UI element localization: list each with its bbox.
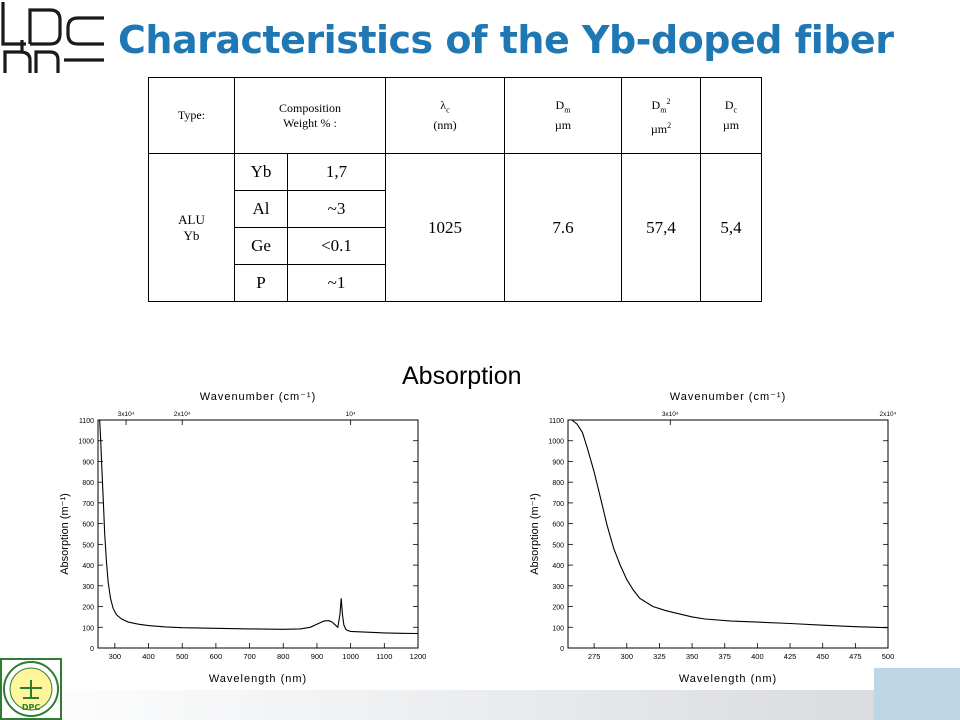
mode-area-value: 57,4 bbox=[621, 153, 701, 302]
x-tick-label: 500 bbox=[176, 652, 189, 661]
y-tick-label: 600 bbox=[552, 522, 564, 529]
header-composition: Composition Weight % : bbox=[234, 77, 386, 154]
fiber-spec-table: Type: Composition Weight % : λc (nm) Dm µm … bbox=[148, 77, 762, 302]
top-axis-label: Wavenumber (cm⁻¹) bbox=[670, 391, 787, 403]
top-tick-label: 2x10⁴ bbox=[880, 411, 897, 418]
y-tick-label: 900 bbox=[552, 459, 564, 466]
x-tick-label: 350 bbox=[686, 652, 699, 661]
x-tick-label: 275 bbox=[588, 652, 601, 661]
table-header-row: Type: Composition Weight % : λc (nm) Dm µm … bbox=[148, 77, 762, 154]
lpcml-logo bbox=[1, 2, 104, 73]
y-tick-label: 600 bbox=[82, 522, 94, 529]
y-axis-label: Absorption (m⁻¹) bbox=[529, 493, 541, 575]
weight-cell: ~3 bbox=[287, 190, 386, 228]
cutoff-wavelength-value: 1025 bbox=[385, 153, 505, 302]
y-tick-label: 1100 bbox=[549, 418, 564, 425]
top-axis-label: Wavenumber (cm⁻¹) bbox=[200, 391, 317, 403]
element-cell: Yb bbox=[234, 153, 288, 191]
x-tick-label: 500 bbox=[882, 652, 895, 661]
dpc10-badge: DPC bbox=[0, 658, 62, 720]
weight-cell: 1,7 bbox=[287, 153, 386, 191]
y-tick-label: 300 bbox=[82, 584, 94, 591]
top-tick-label: 3x10⁴ bbox=[118, 411, 135, 418]
slide-title: Characteristics of the Yb-doped fiber bbox=[118, 18, 894, 62]
header-mode-diameter: Dm µm bbox=[504, 77, 622, 154]
core-diameter-value: 5,4 bbox=[700, 153, 762, 302]
plot-frame bbox=[567, 419, 889, 649]
x-tick-label: 600 bbox=[210, 652, 223, 661]
y-axis-label: Absorption (m⁻¹) bbox=[59, 493, 71, 575]
y-tick-label: 400 bbox=[552, 563, 564, 570]
weight-cell: ~1 bbox=[287, 264, 386, 302]
footer-accent-block bbox=[874, 668, 960, 720]
table-row: ALU Yb Yb 1,7 1025 7.6 57,4 5,4 bbox=[148, 153, 762, 302]
top-tick-label: 10⁴ bbox=[346, 411, 356, 418]
x-tick-label: 425 bbox=[784, 652, 797, 661]
top-tick-label: 3x10⁴ bbox=[662, 411, 679, 418]
y-tick-label: 1000 bbox=[548, 439, 564, 446]
header-type: Type: bbox=[148, 77, 235, 154]
y-tick-label: 100 bbox=[82, 625, 94, 632]
y-tick-label: 400 bbox=[82, 563, 94, 570]
x-axis-label: Wavelength (nm) bbox=[209, 673, 307, 685]
x-tick-label: 325 bbox=[653, 652, 666, 661]
weight-cell: <0.1 bbox=[287, 227, 386, 265]
mode-diameter-value: 7.6 bbox=[504, 153, 622, 302]
y-tick-label: 0 bbox=[560, 646, 564, 653]
x-tick-label: 800 bbox=[277, 652, 290, 661]
element-cell: P bbox=[234, 264, 288, 302]
header-mode-area: Dm2 µm2 bbox=[621, 77, 701, 154]
y-tick-label: 700 bbox=[552, 501, 564, 508]
element-cell: Ge bbox=[234, 227, 288, 265]
y-tick-label: 800 bbox=[82, 480, 94, 487]
y-tick-label: 300 bbox=[552, 584, 564, 591]
header-core-diameter: Dc µm bbox=[700, 77, 762, 154]
x-tick-label: 475 bbox=[849, 652, 862, 661]
x-tick-label: 300 bbox=[109, 652, 122, 661]
x-tick-label: 450 bbox=[816, 652, 829, 661]
y-tick-label: 500 bbox=[552, 542, 564, 549]
y-tick-label: 800 bbox=[552, 480, 564, 487]
table-row: Al ~3 bbox=[149, 190, 762, 228]
y-tick-label: 200 bbox=[82, 605, 94, 612]
absorption-section-label: Absorption bbox=[402, 362, 522, 390]
y-tick-label: 200 bbox=[552, 605, 564, 612]
y-tick-label: 700 bbox=[82, 501, 94, 508]
type-value: ALU Yb bbox=[148, 153, 235, 302]
y-tick-label: 1100 bbox=[79, 418, 94, 425]
x-tick-label: 400 bbox=[751, 652, 764, 661]
element-cell: Al bbox=[234, 190, 288, 228]
x-tick-label: 1200 bbox=[410, 652, 427, 661]
absorption-chart-full-range: 0 100 200 300 400 500 600 700 800 900 1000 1100 300 4… bbox=[59, 391, 427, 685]
plot-frame bbox=[97, 419, 419, 649]
x-tick-label: 700 bbox=[243, 652, 256, 661]
header-cutoff-wavelength: λc (nm) bbox=[385, 77, 505, 154]
y-tick-label: 1000 bbox=[78, 439, 94, 446]
svg-text:DPC: DPC bbox=[22, 703, 41, 712]
x-tick-label: 400 bbox=[142, 652, 155, 661]
footer-bar bbox=[0, 690, 960, 720]
x-tick-label: 900 bbox=[311, 652, 324, 661]
absorption-series-line bbox=[571, 419, 889, 629]
absorption-chart-uv-range: 0 100 200 300 400 500 600 700 800 900 1000 1100 275 3… bbox=[529, 391, 897, 685]
x-axis-label: Wavelength (nm) bbox=[679, 673, 777, 685]
x-tick-label: 300 bbox=[621, 652, 634, 661]
x-tick-label: 375 bbox=[718, 652, 731, 661]
y-tick-label: 100 bbox=[552, 625, 564, 632]
absorption-series-line bbox=[99, 419, 419, 635]
y-tick-label: 500 bbox=[82, 542, 94, 549]
table-row: Ge <0.1 bbox=[149, 227, 762, 265]
y-tick-label: 0 bbox=[90, 646, 94, 653]
y-tick-label: 900 bbox=[82, 459, 94, 466]
x-tick-label: 1100 bbox=[376, 652, 392, 661]
top-tick-label: 2x10⁴ bbox=[174, 411, 191, 418]
table-row: P ~1 bbox=[149, 264, 762, 302]
x-tick-label: 1000 bbox=[342, 652, 359, 661]
